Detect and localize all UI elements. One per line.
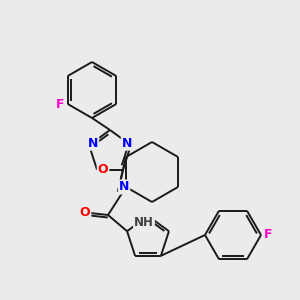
Text: N: N — [119, 181, 129, 194]
Text: N: N — [122, 137, 132, 150]
Text: F: F — [264, 229, 272, 242]
Text: N: N — [88, 137, 98, 150]
Text: O: O — [98, 163, 108, 176]
Text: F: F — [56, 98, 64, 110]
Text: NH: NH — [134, 215, 154, 229]
Text: O: O — [80, 206, 90, 220]
